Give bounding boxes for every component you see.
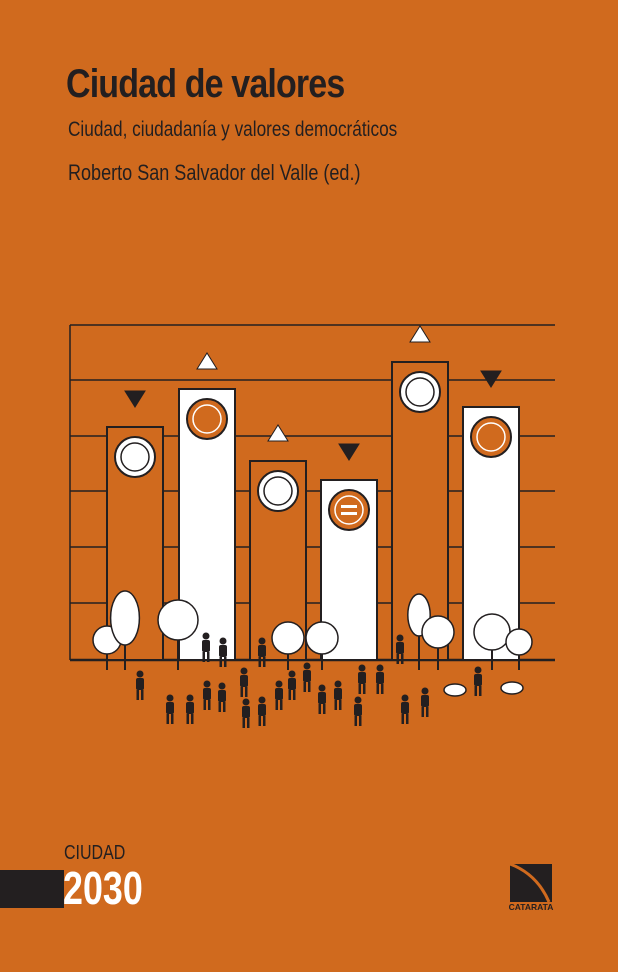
trend-up-icon: [196, 352, 218, 370]
coins-icon: [257, 470, 299, 512]
person-icon: [334, 680, 342, 710]
tree-icon: [505, 628, 533, 670]
person-icon: [401, 694, 409, 724]
city-bar-illustration: [69, 324, 555, 728]
series-band: [0, 870, 64, 908]
lightbulb-icon: [399, 371, 441, 413]
tree-icon: [157, 599, 199, 670]
person-icon: [258, 637, 266, 667]
person-icon: [275, 680, 283, 710]
bar: [391, 325, 449, 661]
person-icon: [318, 684, 326, 714]
trend-down-icon: [480, 370, 502, 388]
equals-icon: [328, 489, 370, 531]
trend-up-icon: [409, 325, 431, 343]
person-icon: [202, 632, 210, 662]
book-author: Roberto San Salvador del Valle (ed.): [68, 160, 361, 185]
book-subtitle: Ciudad, ciudadanía y valores democrático…: [68, 118, 398, 141]
person-icon: [354, 696, 362, 726]
trend-up-icon: [267, 424, 289, 442]
person-icon: [358, 664, 366, 694]
person-icon: [203, 680, 211, 710]
person-icon: [421, 687, 429, 717]
tree-icon: [271, 621, 305, 670]
scales-icon: [114, 436, 156, 478]
trend-down-icon: [124, 390, 146, 408]
person-icon: [166, 694, 174, 724]
trend-down-icon: [338, 443, 360, 461]
trees: [92, 590, 533, 697]
person-icon: [218, 682, 226, 712]
publisher-logo: CATARATA: [509, 862, 554, 912]
tree-icon: [421, 615, 455, 670]
series-label: CIUDAD: [64, 842, 126, 864]
series-year: 2030: [63, 862, 143, 914]
person-icon: [288, 670, 296, 700]
person-icon: [396, 634, 404, 664]
person-icon: [186, 694, 194, 724]
person-icon: [219, 637, 227, 667]
umbrella-family-icon: [470, 416, 512, 458]
book-title: Ciudad de valores: [66, 62, 345, 106]
tree-icon: [473, 613, 511, 670]
person-icon: [474, 666, 482, 696]
tree-icon: [305, 621, 339, 670]
cloud-icon: [500, 681, 524, 695]
person-icon: [258, 696, 266, 726]
person-icon: [242, 698, 250, 728]
leaf-icon: [186, 398, 228, 440]
tree-icon: [109, 590, 141, 670]
person-icon: [240, 667, 248, 697]
cloud-icon: [443, 683, 467, 697]
svg-text:CATARATA: CATARATA: [509, 902, 554, 912]
people-crowd: [136, 632, 482, 728]
person-icon: [376, 664, 384, 694]
person-icon: [136, 670, 144, 700]
person-icon: [303, 662, 311, 692]
